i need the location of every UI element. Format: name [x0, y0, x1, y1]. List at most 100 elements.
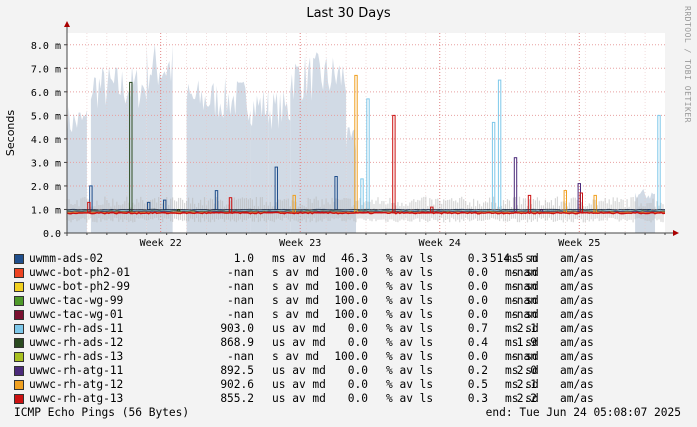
legend-sd-unit: ms sd [505, 350, 539, 363]
legend-swatch [14, 310, 24, 320]
legend-median: 902.6 [220, 378, 254, 391]
series-spike [129, 81, 133, 212]
legend-sd-unit: ms sd [505, 364, 539, 377]
legend-loss-unit: % av ls [386, 336, 434, 349]
legend-loss: 46.3 [341, 252, 368, 265]
axes: 0.0 1.0 m 2.0 m 3.0 m 4.0 m 5.0 m 6.0 m 7.0 m 8.… [31, 21, 679, 249]
legend-median: -nan [227, 280, 254, 293]
y-tick-label: 8.0 m [31, 41, 61, 52]
legend-amas-unit: am/as [560, 364, 594, 377]
legend-sd: 0.4 [467, 336, 488, 349]
legend-loss: 100.0 [334, 308, 368, 321]
legend-loss: 0.0 [347, 378, 368, 391]
legend-swatch [14, 254, 24, 264]
legend-sd-unit: ms sd [505, 392, 539, 405]
legend-amas-unit: am/as [560, 350, 594, 363]
legend-sd: 0.7 [467, 322, 488, 335]
legend-amas-unit: am/as [560, 294, 594, 307]
legend-swatch [14, 394, 24, 404]
series-median-dark [66, 208, 666, 211]
legend-loss: 100.0 [334, 280, 368, 293]
legend: uwmm-ads-02 1.0 ms av md 46.3 % av ls 0.3 ms s… [14, 252, 694, 406]
legend-swatch [14, 296, 24, 306]
legend-row: uwwc-tac-wg-01 -nan s av md 100.0 % av ls 0.0… [14, 308, 694, 322]
legend-median-unit: s av md [272, 294, 320, 307]
legend-sd: 0.0 [467, 308, 488, 321]
legend-loss-unit: % av ls [386, 280, 434, 293]
legend-loss: 0.0 [347, 336, 368, 349]
legend-amas: -nan [510, 350, 537, 363]
legend-amas: 2.1 [516, 378, 537, 391]
y-tick-label: 7.0 m [31, 64, 61, 75]
legend-sd-unit: ms sd [505, 322, 539, 335]
x-tick-label: Week 24 [419, 238, 461, 249]
series-spike [292, 194, 296, 213]
legend-sd: 0.3 [467, 252, 488, 265]
legend-amas: -nan [510, 266, 537, 279]
legend-amas-unit: am/as [560, 378, 594, 391]
legend-swatch [14, 338, 24, 348]
legend-row: uwwc-rh-atg-11 892.5 us av md 0.0 % av ls 0.2… [14, 364, 694, 378]
legend-amas: 514.5 m [489, 252, 537, 265]
legend-sd: 0.5 [467, 378, 488, 391]
legend-swatch [14, 352, 24, 362]
legend-row: uwwc-rh-ads-13 -nan s av md 100.0 % av ls 0.0… [14, 350, 694, 364]
footer-description: ICMP Echo Pings (56 Bytes) [14, 406, 190, 419]
legend-loss: 100.0 [334, 350, 368, 363]
legend-median-unit: s av md [272, 308, 320, 321]
legend-sd: 0.3 [467, 392, 488, 405]
legend-loss-unit: % av ls [386, 350, 434, 363]
legend-median-unit: us av md [272, 336, 326, 349]
legend-row: uwwc-rh-atg-13 855.2 us av md 0.0 % av ls 0.3… [14, 392, 694, 406]
legend-name: uwwc-rh-ads-12 [29, 336, 124, 349]
legend-row: uwmm-ads-02 1.0 ms av md 46.3 % av ls 0.3 ms s… [14, 252, 694, 266]
watermark: RRDTOOL / TOBI OETIKER [683, 6, 692, 123]
legend-sd-unit: ms sd [505, 308, 539, 321]
legend-sd-unit: ms sd [505, 336, 539, 349]
legend-amas-unit: am/as [560, 392, 594, 405]
legend-sd: 0.0 [467, 266, 488, 279]
series-lines [66, 74, 666, 215]
y-tick-label: 6.0 m [31, 88, 61, 99]
legend-name: uwwc-rh-atg-11 [29, 364, 124, 377]
legend-name: uwwc-bot-ph2-01 [29, 266, 131, 279]
legend-name: uwwc-tac-wg-01 [29, 308, 124, 321]
legend-name: uwmm-ads-02 [29, 252, 104, 265]
legend-sd: 0.0 [467, 350, 488, 363]
legend-swatch [14, 380, 24, 390]
legend-swatch [14, 324, 24, 334]
legend-loss: 0.0 [347, 364, 368, 377]
y-tick-label: 5.0 m [31, 111, 61, 122]
x-tick-label: Week 25 [558, 238, 600, 249]
legend-amas: 2.0 [516, 364, 537, 377]
legend-row: uwwc-rh-ads-12 868.9 us av md 0.0 % av ls 0.4… [14, 336, 694, 350]
legend-amas-unit: am/as [560, 252, 594, 265]
legend-loss-unit: % av ls [386, 266, 434, 279]
y-tick-label: 0.0 [43, 229, 61, 240]
legend-median-unit: s av md [272, 266, 320, 279]
legend-name: uwwc-bot-ph2-99 [29, 280, 131, 293]
legend-amas: 1.9 [516, 336, 537, 349]
loss-band [90, 66, 147, 233]
legend-sd-unit: ms sd [505, 378, 539, 391]
legend-sd-unit: ms sd [505, 266, 539, 279]
legend-loss-unit: % av ls [386, 252, 434, 265]
legend-median-unit: s av md [272, 350, 320, 363]
legend-median: -nan [227, 350, 254, 363]
loss-bands [67, 44, 656, 234]
x-tick-label: Week 22 [140, 238, 182, 249]
footer-end-time: end: Tue Jun 24 05:08:07 2025 [485, 406, 681, 419]
legend-median: -nan [227, 294, 254, 307]
legend-name: uwwc-tac-wg-99 [29, 294, 124, 307]
legend-row: uwwc-rh-atg-12 902.6 us av md 0.0 % av ls 0.5… [14, 378, 694, 392]
legend-loss: 100.0 [334, 266, 368, 279]
x-tick-label: Week 23 [279, 238, 321, 249]
legend-amas: -nan [510, 308, 537, 321]
chart-title: Last 30 Days [306, 6, 391, 21]
legend-loss-unit: % av ls [386, 308, 434, 321]
legend-loss-unit: % av ls [386, 378, 434, 391]
series-spike [657, 114, 661, 212]
x-axis-arrow [673, 230, 679, 236]
legend-amas-unit: am/as [560, 280, 594, 293]
legend-sd-unit: ms sd [505, 252, 539, 265]
